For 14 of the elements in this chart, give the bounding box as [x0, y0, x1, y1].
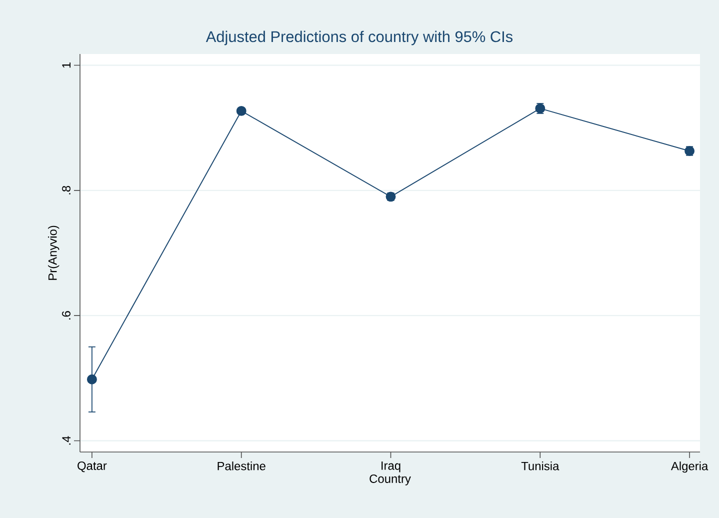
y-tick-label: .4: [62, 436, 70, 445]
chart-title: Adjusted Predictions of country with 95% CIs: [206, 30, 513, 46]
x-tick-label: Qatar: [78, 462, 107, 472]
y-tick-label: .6: [62, 311, 70, 320]
x-tick-label: Iraq: [382, 462, 400, 472]
y-axis-title: Pr(Anyvio): [48, 226, 60, 280]
point: [236, 106, 246, 116]
point: [86, 374, 97, 384]
x-tick-label: Palestine: [218, 462, 266, 470]
x-tick-label: Algeria: [670, 462, 708, 473]
y-tick-label: 1: [62, 62, 70, 68]
x-tick-label: Tunisia: [521, 462, 560, 470]
x-axis-title: Country: [370, 474, 411, 486]
y-tick-label: .8: [62, 186, 70, 194]
